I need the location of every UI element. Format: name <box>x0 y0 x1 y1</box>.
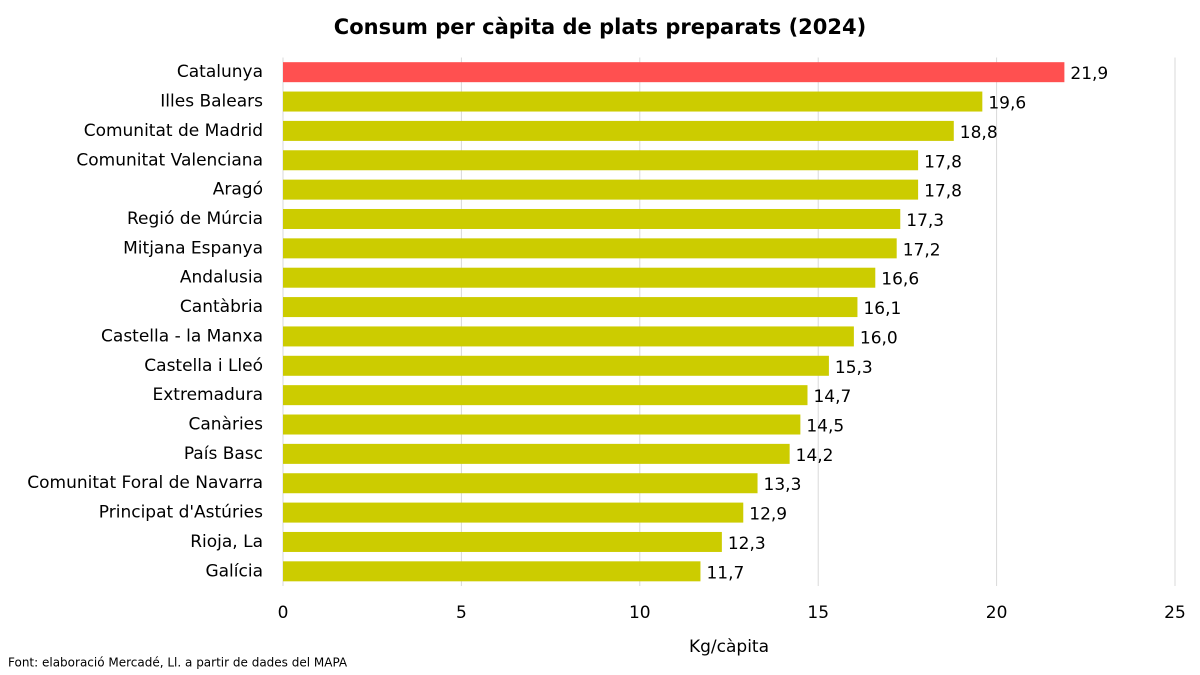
bar <box>283 150 919 171</box>
y-tick-label: Regió de Múrcia <box>127 209 263 229</box>
value-label: 16,0 <box>860 328 898 348</box>
bar <box>283 443 790 464</box>
bar <box>283 297 858 318</box>
x-tick-label: 15 <box>807 603 829 623</box>
bar <box>283 238 897 259</box>
bar <box>283 267 876 288</box>
value-label: 14,7 <box>813 387 851 407</box>
y-tick-label: Canàries <box>188 415 263 435</box>
value-label: 11,7 <box>706 563 744 583</box>
value-label: 21,9 <box>1070 64 1108 84</box>
y-tick-label: País Basc <box>184 444 263 464</box>
value-label: 17,2 <box>903 240 941 260</box>
x-tick-label: 5 <box>456 603 467 623</box>
y-tick-label: Catalunya <box>177 62 263 82</box>
y-tick-label: Castella - la Manxa <box>101 326 263 346</box>
y-tick-label: Aragó <box>213 180 263 200</box>
y-tick-label: Comunitat Valenciana <box>76 150 263 170</box>
bar <box>283 120 954 141</box>
value-label: 12,9 <box>749 505 787 525</box>
value-label: 13,3 <box>764 475 802 495</box>
value-label: 15,3 <box>835 358 873 378</box>
bar <box>283 326 854 347</box>
value-label: 19,6 <box>988 94 1026 114</box>
bar <box>283 91 983 112</box>
y-tick-label: Extremadura <box>153 385 264 405</box>
bar <box>283 62 1065 83</box>
value-label: 14,2 <box>796 446 834 466</box>
x-tick-label: 10 <box>629 603 651 623</box>
y-tick-label: Principat d'Astúries <box>99 503 263 523</box>
value-label: 17,8 <box>924 182 962 202</box>
value-label: 12,3 <box>728 534 766 554</box>
bar <box>283 473 758 494</box>
x-axis-label: Kg/càpita <box>689 637 769 657</box>
y-tick-label: Castella i Lleó <box>144 356 263 376</box>
value-label: 16,6 <box>881 270 919 290</box>
bar <box>283 355 829 376</box>
y-tick-label: Comunitat Foral de Navarra <box>27 473 263 493</box>
value-label: 16,1 <box>863 299 901 319</box>
source-note: Font: elaboració Mercadé, Ll. a partir d… <box>8 656 348 670</box>
value-label: 17,8 <box>924 152 962 172</box>
value-label: 18,8 <box>960 123 998 143</box>
y-tick-label: Illes Balears <box>160 92 263 112</box>
bar <box>283 531 722 552</box>
y-tick-label: Rioja, La <box>190 532 263 552</box>
y-tick-label: Mitjana Espanya <box>123 238 263 258</box>
bar <box>283 208 901 229</box>
bar <box>283 179 919 200</box>
y-tick-label: Comunitat de Madrid <box>84 121 263 141</box>
value-label: 14,5 <box>806 417 844 437</box>
x-tick-label: 0 <box>278 603 289 623</box>
x-tick-label: 20 <box>986 603 1008 623</box>
bar <box>283 502 744 523</box>
x-tick-label: 25 <box>1164 603 1186 623</box>
bar <box>283 414 801 435</box>
y-tick-label: Cantàbria <box>180 297 263 317</box>
y-tick-label: Andalusia <box>180 268 263 288</box>
chart-title: Consum per càpita de plats preparats (20… <box>334 15 866 39</box>
value-label: 17,3 <box>906 211 944 231</box>
bar <box>283 561 701 582</box>
bar <box>283 385 808 406</box>
y-tick-label: Galícia <box>205 561 263 581</box>
